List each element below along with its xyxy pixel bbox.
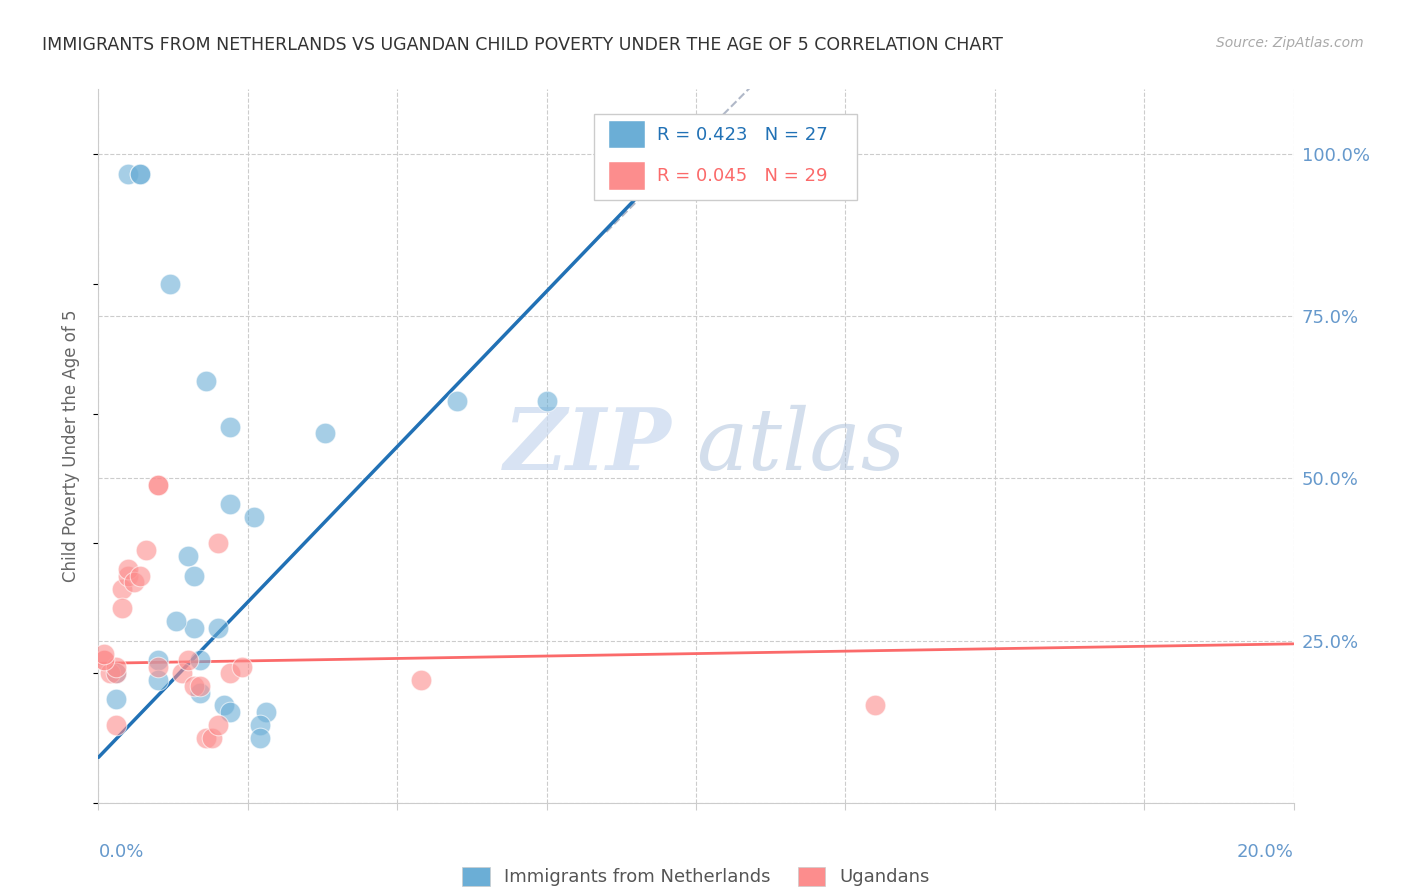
Point bbox=[100, 666, 122, 681]
Point bbox=[148, 478, 170, 492]
Point bbox=[129, 568, 152, 582]
Text: atlas: atlas bbox=[696, 405, 905, 487]
Point bbox=[105, 659, 128, 673]
Point bbox=[93, 647, 115, 661]
Point bbox=[148, 673, 170, 687]
Point bbox=[219, 419, 242, 434]
Point bbox=[219, 666, 242, 681]
FancyBboxPatch shape bbox=[609, 162, 644, 189]
Point bbox=[159, 277, 181, 291]
Point bbox=[93, 653, 115, 667]
Point bbox=[195, 374, 218, 388]
Point bbox=[865, 698, 887, 713]
Point bbox=[177, 653, 200, 667]
Point bbox=[249, 718, 271, 732]
Point bbox=[105, 666, 128, 681]
Point bbox=[188, 679, 211, 693]
Text: 20.0%: 20.0% bbox=[1237, 843, 1294, 861]
Point bbox=[129, 167, 152, 181]
Point bbox=[124, 575, 146, 590]
Point bbox=[195, 731, 218, 745]
Text: R = 0.423   N = 27: R = 0.423 N = 27 bbox=[657, 126, 827, 144]
Text: R = 0.045   N = 29: R = 0.045 N = 29 bbox=[657, 167, 827, 185]
Point bbox=[148, 659, 170, 673]
Point bbox=[129, 167, 152, 181]
Point bbox=[117, 167, 139, 181]
Point bbox=[188, 685, 211, 699]
Point bbox=[411, 673, 433, 687]
Point bbox=[183, 621, 205, 635]
Text: IMMIGRANTS FROM NETHERLANDS VS UGANDAN CHILD POVERTY UNDER THE AGE OF 5 CORRELAT: IMMIGRANTS FROM NETHERLANDS VS UGANDAN C… bbox=[42, 36, 1002, 54]
Point bbox=[315, 425, 337, 440]
Point bbox=[183, 568, 205, 582]
Point bbox=[148, 653, 170, 667]
Point bbox=[249, 731, 271, 745]
Point bbox=[536, 393, 558, 408]
Point bbox=[93, 653, 115, 667]
Point bbox=[207, 621, 229, 635]
Point bbox=[212, 698, 235, 713]
Point bbox=[188, 653, 211, 667]
Point bbox=[446, 393, 468, 408]
Y-axis label: Child Poverty Under the Age of 5: Child Poverty Under the Age of 5 bbox=[62, 310, 80, 582]
Point bbox=[105, 718, 128, 732]
Point bbox=[148, 478, 170, 492]
Legend: Immigrants from Netherlands, Ugandans: Immigrants from Netherlands, Ugandans bbox=[456, 860, 936, 892]
Point bbox=[111, 582, 134, 596]
Text: 0.0%: 0.0% bbox=[98, 843, 143, 861]
Point bbox=[183, 679, 205, 693]
Point bbox=[219, 497, 242, 511]
Point bbox=[243, 510, 266, 524]
Point bbox=[207, 718, 229, 732]
FancyBboxPatch shape bbox=[609, 121, 644, 148]
Point bbox=[172, 666, 194, 681]
Text: ZIP: ZIP bbox=[505, 404, 672, 488]
Point bbox=[135, 542, 157, 557]
Point bbox=[165, 614, 187, 628]
Point bbox=[117, 562, 139, 576]
Text: Source: ZipAtlas.com: Source: ZipAtlas.com bbox=[1216, 36, 1364, 50]
Point bbox=[201, 731, 224, 745]
Point bbox=[117, 568, 139, 582]
Point bbox=[254, 705, 277, 719]
FancyBboxPatch shape bbox=[595, 114, 858, 200]
Point bbox=[219, 705, 242, 719]
Point bbox=[111, 601, 134, 615]
Point bbox=[105, 666, 128, 681]
Point bbox=[177, 549, 200, 564]
Point bbox=[231, 659, 253, 673]
Point bbox=[105, 692, 128, 706]
Point bbox=[207, 536, 229, 550]
